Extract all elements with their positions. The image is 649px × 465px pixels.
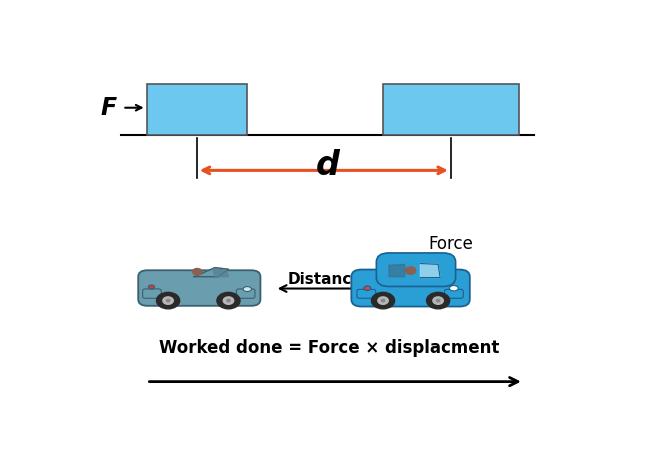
- Circle shape: [406, 267, 416, 274]
- Ellipse shape: [449, 286, 458, 291]
- Text: Force: Force: [428, 235, 473, 253]
- Circle shape: [156, 292, 180, 309]
- Circle shape: [433, 297, 443, 304]
- Text: Worked done = Force × displacment: Worked done = Force × displacment: [159, 339, 500, 357]
- Polygon shape: [213, 268, 228, 277]
- Circle shape: [371, 292, 395, 309]
- FancyBboxPatch shape: [143, 289, 161, 298]
- FancyBboxPatch shape: [351, 270, 470, 306]
- Bar: [383, 85, 519, 134]
- FancyBboxPatch shape: [376, 253, 456, 286]
- Circle shape: [217, 292, 240, 309]
- Circle shape: [223, 297, 234, 304]
- Bar: [147, 85, 247, 134]
- FancyBboxPatch shape: [357, 289, 376, 298]
- Polygon shape: [421, 264, 440, 278]
- Circle shape: [193, 268, 202, 275]
- Text: F: F: [101, 96, 117, 120]
- Ellipse shape: [364, 286, 371, 291]
- Circle shape: [378, 297, 388, 304]
- Circle shape: [382, 299, 385, 302]
- Circle shape: [163, 297, 173, 304]
- Text: Distance: Distance: [288, 272, 362, 287]
- FancyBboxPatch shape: [445, 289, 463, 298]
- FancyBboxPatch shape: [236, 289, 255, 298]
- Circle shape: [166, 299, 170, 302]
- Ellipse shape: [356, 285, 465, 292]
- Text: d: d: [315, 148, 339, 181]
- Polygon shape: [194, 268, 228, 277]
- Ellipse shape: [149, 285, 154, 289]
- Circle shape: [426, 292, 450, 309]
- Circle shape: [436, 299, 440, 302]
- Ellipse shape: [142, 285, 256, 292]
- Circle shape: [227, 299, 230, 302]
- Polygon shape: [389, 265, 405, 277]
- FancyBboxPatch shape: [138, 270, 260, 306]
- Ellipse shape: [243, 286, 251, 292]
